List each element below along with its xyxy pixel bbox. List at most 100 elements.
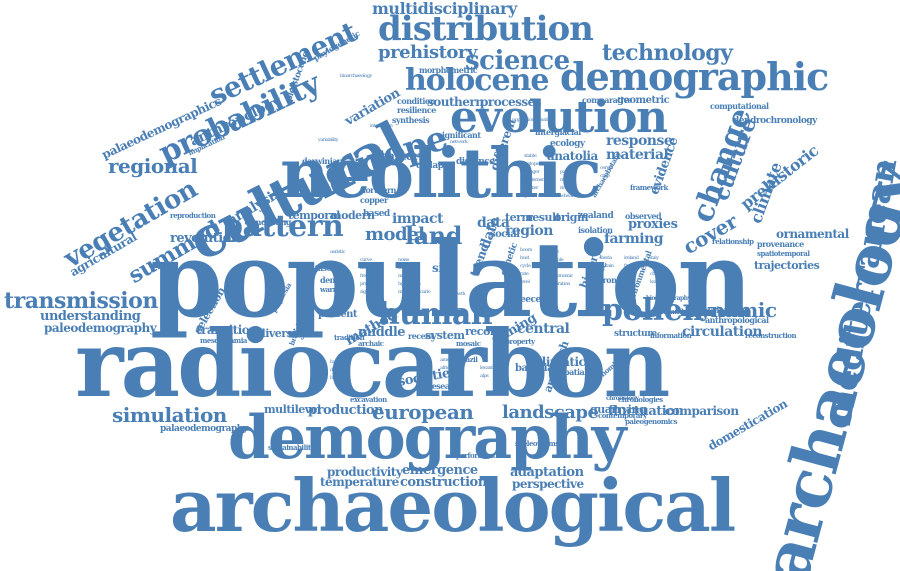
- word-temporal: temporal: [288, 209, 340, 222]
- word-central: central: [517, 321, 570, 337]
- word-noise: noise: [398, 257, 409, 263]
- word-processes: processes: [480, 95, 542, 109]
- word-ornamental: ornamental: [776, 227, 849, 241]
- word-growth: growth: [450, 291, 466, 297]
- word-present: present: [318, 309, 358, 320]
- word-cereal: cereal: [600, 165, 613, 171]
- word-scale: scale: [548, 249, 559, 255]
- word-quarrying: quarrying: [590, 403, 647, 416]
- word-hunter: hunter: [524, 185, 539, 191]
- word-middle: middle: [358, 325, 406, 340]
- word-understanding: understanding: [40, 309, 141, 324]
- word-site: site: [432, 261, 455, 275]
- word-response: response: [606, 133, 673, 149]
- word-record: record: [465, 325, 503, 338]
- word-spatial: spatial: [560, 367, 587, 377]
- word-human: human: [378, 297, 493, 332]
- word-monte: monte: [398, 289, 412, 295]
- word-frequency: frequency: [360, 273, 381, 279]
- word-european: european: [372, 400, 474, 424]
- word-biostratigraphy: biostratigraphy: [646, 295, 691, 302]
- word-condition: condition: [397, 96, 436, 106]
- word-chronology: chronology: [606, 395, 639, 402]
- word-farming: farming: [604, 231, 664, 247]
- word-america: america: [440, 357, 457, 363]
- word-interglacial: interglacial: [535, 127, 581, 137]
- word-density: density: [320, 275, 349, 285]
- word-relationship: relationship: [712, 237, 754, 246]
- word-iron: iron: [600, 275, 617, 285]
- word-dataset: dataset: [305, 263, 335, 273]
- word-observed: observed: [625, 211, 662, 221]
- word-kernel: kernel: [360, 265, 374, 271]
- word-temperature: temperature: [320, 475, 399, 489]
- word-research: research: [428, 381, 463, 391]
- word-isolation: isolation: [578, 225, 613, 235]
- word-population: population: [150, 218, 753, 341]
- word-productivity: productivity: [327, 465, 403, 479]
- word-archaic: archaic: [358, 339, 384, 348]
- word-land: land: [405, 221, 462, 250]
- word-northern: northern: [360, 185, 397, 195]
- word-geometric: geometric: [617, 95, 670, 106]
- word-gatherer: gatherer: [524, 193, 543, 199]
- word-brazil: brazil: [458, 355, 478, 364]
- word-isotope: isotope: [524, 161, 539, 167]
- word-paleodemography: paleodemography: [44, 321, 157, 335]
- word-calibration: calibration: [548, 281, 570, 287]
- word-information: information: [650, 331, 692, 340]
- word-significant: significant: [438, 130, 481, 140]
- word-chronologies: chronologies: [618, 395, 663, 404]
- word-balkans: balkans: [330, 359, 347, 365]
- word-null: null: [398, 273, 406, 279]
- word-maize: maize: [560, 177, 573, 183]
- word-population-density: population-density: [512, 117, 551, 123]
- word-trajectories: trajectories: [754, 259, 820, 272]
- word-multidisciplinary: multidisciplinary: [372, 0, 517, 18]
- word-paleogenomics: paleogenomics: [625, 417, 678, 426]
- word-pattern: pattern: [222, 209, 344, 244]
- word-material: material: [606, 147, 669, 163]
- word-comparative: comparative: [582, 95, 632, 105]
- word-dynamic: dynamic: [686, 298, 777, 322]
- word-network: network: [450, 139, 468, 145]
- word-performance: performance: [456, 451, 501, 460]
- word-test: test: [398, 265, 406, 271]
- word-palaeodemography: palaeodemography: [160, 424, 248, 434]
- word-reconstruction: reconstruction: [745, 331, 797, 340]
- word-adaptation: adaptation: [510, 465, 584, 480]
- word-ecology: ecology: [550, 139, 585, 149]
- word-zealand: zealand: [578, 211, 614, 221]
- word-aoristic: aoristic: [330, 249, 345, 255]
- word-emergence: emergence: [402, 463, 478, 478]
- word-darwinian: darwinian: [302, 156, 343, 166]
- word-france: france: [624, 263, 638, 269]
- word-based: based: [363, 209, 390, 219]
- word-japan: japan: [650, 263, 662, 269]
- word-danube: danube: [330, 367, 346, 373]
- word-reproduction: reproduction: [170, 211, 216, 220]
- word-mesopotamia: mesopotamia: [200, 336, 247, 345]
- word-britain: britain: [600, 263, 614, 269]
- word-diversity: diversity: [258, 327, 307, 340]
- word-climatic: climatic: [535, 355, 586, 369]
- word-radiocarbon: radiocarbon: [75, 310, 670, 418]
- word-simulation: simulation: [112, 403, 227, 427]
- word-contemporary: contemporary: [598, 411, 647, 420]
- word-transmission: transmission: [4, 288, 158, 314]
- word-circulation: circulation: [682, 324, 763, 340]
- word-anatolia: anatolia: [547, 149, 598, 163]
- word-multilevel: multilevel: [264, 403, 321, 416]
- word-construction: construction: [400, 475, 487, 490]
- word-region: region: [505, 223, 553, 239]
- word-rice: rice: [560, 185, 568, 191]
- word-wheat: wheat: [560, 193, 573, 199]
- word-demand: demand: [655, 307, 684, 316]
- word-curve: curve: [360, 257, 372, 263]
- word-hypothesis: hypothesis: [398, 281, 421, 287]
- word-crop: crop: [600, 173, 610, 179]
- word-property: property: [505, 337, 535, 346]
- word-bioarchaeology: bioarchaeology: [340, 73, 372, 79]
- word-term: term: [505, 211, 533, 224]
